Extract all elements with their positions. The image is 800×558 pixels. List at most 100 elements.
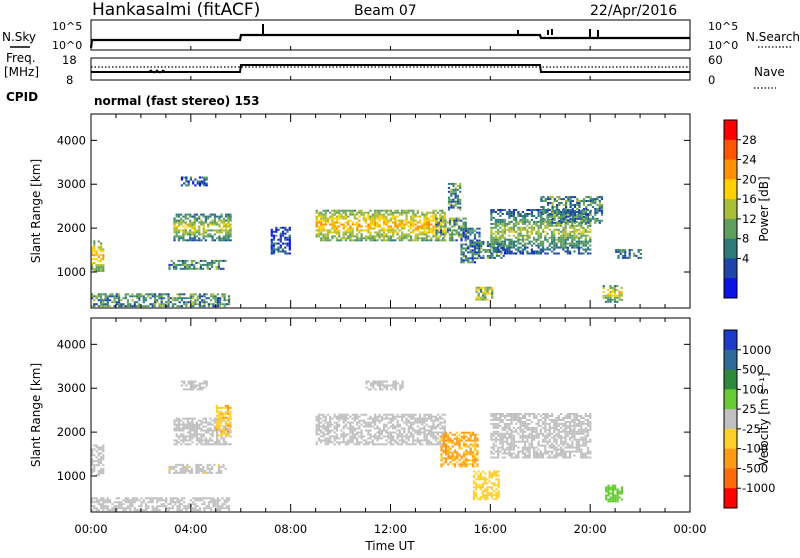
range-time-cell xyxy=(343,237,345,239)
range-time-cell xyxy=(495,439,497,441)
range-time-cell xyxy=(365,226,367,228)
range-time-cell xyxy=(206,179,208,181)
range-time-cell xyxy=(399,443,401,445)
range-time-cell xyxy=(196,433,198,435)
range-time-cell xyxy=(444,428,446,430)
range-time-cell xyxy=(478,241,480,243)
range-time-cell xyxy=(107,305,109,307)
range-time-cell xyxy=(581,200,583,202)
range-time-cell xyxy=(336,222,338,224)
range-time-cell xyxy=(542,453,544,455)
range-time-cell xyxy=(354,430,356,432)
range-time-cell xyxy=(156,505,158,507)
range-time-cell xyxy=(497,457,499,459)
range-time-cell xyxy=(277,251,279,253)
range-time-cell xyxy=(452,455,454,457)
range-time-cell xyxy=(338,214,340,216)
range-time-cell xyxy=(118,507,120,509)
range-time-cell xyxy=(451,229,453,231)
range-time-cell xyxy=(594,220,596,222)
range-time-cell xyxy=(198,222,200,224)
range-time-cell xyxy=(173,443,175,445)
range-time-cell xyxy=(152,505,154,507)
range-time-cell xyxy=(316,212,318,214)
range-time-cell xyxy=(461,438,463,440)
range-time-cell xyxy=(181,179,183,181)
range-time-cell xyxy=(524,455,526,457)
range-time-cell xyxy=(374,210,376,212)
range-time-cell xyxy=(207,226,209,228)
range-time-cell xyxy=(200,268,202,270)
range-time-cell xyxy=(508,433,510,435)
range-time-cell xyxy=(225,429,227,431)
range-time-cell xyxy=(540,431,542,433)
range-time-cell xyxy=(158,293,160,295)
range-time-cell xyxy=(482,293,484,295)
range-time-cell xyxy=(397,422,399,424)
range-time-cell xyxy=(358,220,360,222)
range-time-cell xyxy=(145,509,147,511)
range-time-cell xyxy=(540,223,542,225)
range-time-cell xyxy=(459,185,461,187)
range-time-cell xyxy=(403,439,405,441)
range-time-cell xyxy=(609,285,611,287)
range-time-cell xyxy=(573,245,575,247)
range-time-cell xyxy=(229,413,231,415)
range-time-cell xyxy=(225,441,227,443)
range-time-cell xyxy=(182,430,184,432)
range-time-cell xyxy=(430,430,432,432)
range-time-cell xyxy=(430,435,432,437)
range-time-cell xyxy=(273,235,275,237)
range-time-cell xyxy=(199,301,201,303)
range-time-cell xyxy=(209,233,211,235)
range-time-cell xyxy=(553,231,555,233)
range-time-cell xyxy=(421,239,423,241)
range-time-cell xyxy=(538,423,540,425)
range-time-cell xyxy=(194,229,196,231)
range-time-cell xyxy=(196,229,198,231)
range-time-cell xyxy=(379,430,381,432)
range-time-cell xyxy=(624,253,626,255)
range-time-cell xyxy=(535,225,537,227)
range-time-cell xyxy=(417,422,419,424)
range-time-cell xyxy=(412,229,414,231)
range-time-cell xyxy=(322,233,324,235)
range-time-cell xyxy=(356,414,358,416)
range-time-cell xyxy=(417,235,419,237)
range-time-cell xyxy=(410,222,412,224)
range-time-cell xyxy=(447,463,449,465)
range-time-cell xyxy=(93,303,95,305)
range-time-cell xyxy=(426,220,428,222)
range-time-cell xyxy=(565,239,567,241)
range-time-cell xyxy=(474,459,476,461)
range-time-cell xyxy=(184,262,186,264)
range-time-cell xyxy=(426,239,428,241)
range-time-cell xyxy=(383,231,385,233)
range-time-cell xyxy=(147,505,149,507)
range-time-cell xyxy=(457,207,459,209)
range-time-cell xyxy=(96,268,98,270)
range-time-cell xyxy=(410,416,412,418)
range-time-cell xyxy=(482,482,484,484)
range-time-cell xyxy=(538,231,540,233)
range-time-cell xyxy=(406,422,408,424)
range-time-cell xyxy=(325,439,327,441)
range-time-cell xyxy=(197,295,199,297)
range-time-cell xyxy=(432,433,434,435)
range-time-cell xyxy=(472,228,474,230)
range-time-cell xyxy=(574,204,576,206)
range-time-cell xyxy=(444,212,446,214)
range-time-cell xyxy=(428,235,430,237)
range-time-cell xyxy=(403,428,405,430)
range-time-cell xyxy=(472,259,474,261)
range-time-cell xyxy=(475,486,477,488)
range-time-cell xyxy=(376,226,378,228)
range-time-cell xyxy=(553,241,555,243)
range-time-cell xyxy=(529,443,531,445)
range-time-cell xyxy=(535,233,537,235)
range-time-cell xyxy=(408,239,410,241)
range-time-cell xyxy=(184,268,186,270)
range-time-cell xyxy=(522,239,524,241)
range-time-cell xyxy=(493,211,495,213)
range-time-cell xyxy=(556,210,558,212)
